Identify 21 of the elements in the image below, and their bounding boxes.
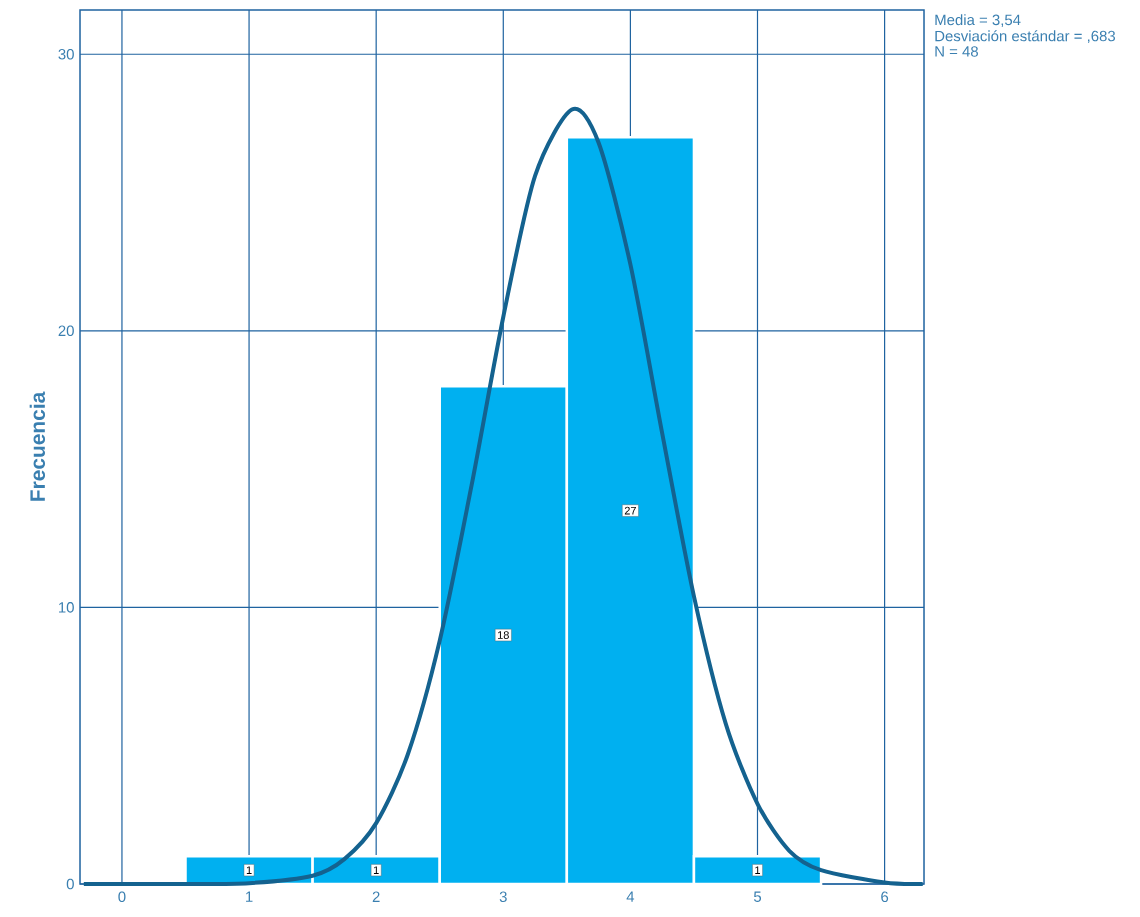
x-tick-label: 3 bbox=[499, 891, 507, 903]
x-tick-label: 6 bbox=[881, 891, 889, 903]
y-tick-label: 0 bbox=[66, 878, 74, 890]
text: Media = 3,54 bbox=[935, 14, 1021, 27]
text: Desviación estándar = ,683 bbox=[935, 30, 1116, 44]
line-series bbox=[81, 107, 925, 887]
text: N = 48 bbox=[935, 46, 978, 57]
y-tick-label: 10 bbox=[59, 602, 74, 613]
x-tick-label: 0 bbox=[118, 891, 126, 903]
data-label: 1 bbox=[755, 866, 761, 874]
x-tick-label: 1 bbox=[246, 891, 253, 902]
y-tick-label: 30 bbox=[58, 48, 74, 60]
data-label: 1 bbox=[246, 866, 252, 874]
data-label: 18 bbox=[498, 631, 509, 639]
y-tick-label: 20 bbox=[58, 325, 74, 337]
x-tick-label: 5 bbox=[753, 891, 762, 902]
data-label: 1 bbox=[373, 866, 379, 874]
x-tick-label: 2 bbox=[372, 891, 380, 902]
data-label: 27 bbox=[624, 506, 636, 515]
x-tick-label: 4 bbox=[626, 891, 635, 902]
y-axis-title: Frecuencia bbox=[29, 391, 46, 501]
